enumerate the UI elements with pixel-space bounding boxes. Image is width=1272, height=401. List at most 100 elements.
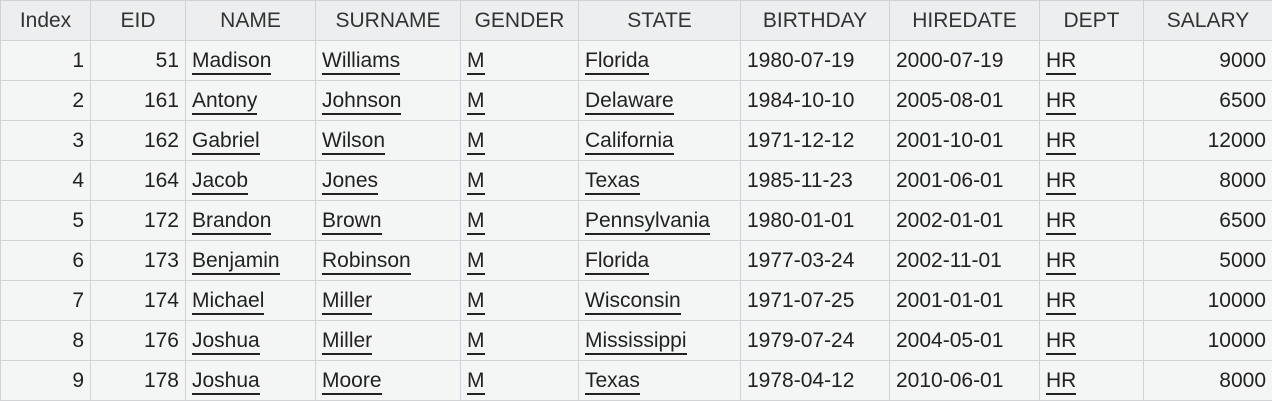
cell-surname[interactable]: Brown <box>316 201 461 241</box>
cell-index[interactable]: 8 <box>1 321 91 361</box>
cell-index[interactable]: 5 <box>1 201 91 241</box>
cell-gender-link[interactable]: M <box>467 209 485 235</box>
cell-gender-link[interactable]: M <box>467 249 485 275</box>
cell-state[interactable]: Delaware <box>579 81 741 121</box>
cell-dept[interactable]: HR <box>1040 81 1144 121</box>
cell-hiredate[interactable]: 2010-06-01 <box>890 361 1040 401</box>
cell-state-link[interactable]: Mississippi <box>585 329 687 355</box>
cell-gender-link[interactable]: M <box>467 289 485 315</box>
cell-eid[interactable]: 176 <box>91 321 186 361</box>
cell-name[interactable]: Antony <box>186 81 316 121</box>
cell-salary[interactable]: 6500 <box>1144 81 1272 121</box>
cell-eid[interactable]: 172 <box>91 201 186 241</box>
cell-hiredate[interactable]: 2002-11-01 <box>890 241 1040 281</box>
cell-dept[interactable]: HR <box>1040 41 1144 81</box>
cell-name-link[interactable]: Michael <box>192 289 264 315</box>
cell-state-link[interactable]: Wisconsin <box>585 289 681 315</box>
cell-state-link[interactable]: Florida <box>585 49 649 75</box>
cell-name[interactable]: Joshua <box>186 321 316 361</box>
cell-surname-link[interactable]: Wilson <box>322 129 385 155</box>
cell-hiredate[interactable]: 2002-01-01 <box>890 201 1040 241</box>
cell-surname[interactable]: Jones <box>316 161 461 201</box>
cell-dept[interactable]: HR <box>1040 361 1144 401</box>
cell-state[interactable]: Mississippi <box>579 321 741 361</box>
cell-state-link[interactable]: Texas <box>585 169 640 195</box>
column-header-salary[interactable]: SALARY <box>1144 1 1272 41</box>
cell-hiredate[interactable]: 2001-10-01 <box>890 121 1040 161</box>
cell-salary[interactable]: 12000 <box>1144 121 1272 161</box>
cell-gender[interactable]: M <box>461 361 579 401</box>
cell-dept-link[interactable]: HR <box>1046 209 1076 235</box>
cell-state[interactable]: California <box>579 121 741 161</box>
cell-surname-link[interactable]: Miller <box>322 289 372 315</box>
cell-eid[interactable]: 173 <box>91 241 186 281</box>
cell-birthday[interactable]: 1984-10-10 <box>741 81 890 121</box>
cell-surname-link[interactable]: Moore <box>322 369 382 395</box>
cell-eid[interactable]: 51 <box>91 41 186 81</box>
cell-birthday[interactable]: 1977-03-24 <box>741 241 890 281</box>
cell-surname-link[interactable]: Williams <box>322 49 400 75</box>
cell-dept-link[interactable]: HR <box>1046 89 1076 115</box>
cell-surname[interactable]: Robinson <box>316 241 461 281</box>
cell-name-link[interactable]: Jacob <box>192 169 248 195</box>
cell-index[interactable]: 4 <box>1 161 91 201</box>
cell-surname[interactable]: Wilson <box>316 121 461 161</box>
cell-state[interactable]: Florida <box>579 241 741 281</box>
cell-index[interactable]: 9 <box>1 361 91 401</box>
cell-gender-link[interactable]: M <box>467 329 485 355</box>
cell-state-link[interactable]: Delaware <box>585 89 674 115</box>
cell-index[interactable]: 2 <box>1 81 91 121</box>
cell-surname[interactable]: Miller <box>316 321 461 361</box>
column-header-index[interactable]: Index <box>1 1 91 41</box>
cell-name-link[interactable]: Joshua <box>192 369 260 395</box>
cell-birthday[interactable]: 1980-01-01 <box>741 201 890 241</box>
cell-surname-link[interactable]: Robinson <box>322 249 411 275</box>
column-header-name[interactable]: NAME <box>186 1 316 41</box>
cell-gender[interactable]: M <box>461 321 579 361</box>
cell-state-link[interactable]: Florida <box>585 249 649 275</box>
cell-dept[interactable]: HR <box>1040 121 1144 161</box>
cell-name-link[interactable]: Madison <box>192 49 271 75</box>
cell-salary[interactable]: 10000 <box>1144 281 1272 321</box>
cell-birthday[interactable]: 1971-12-12 <box>741 121 890 161</box>
cell-state[interactable]: Pennsylvania <box>579 201 741 241</box>
cell-birthday[interactable]: 1985-11-23 <box>741 161 890 201</box>
cell-gender-link[interactable]: M <box>467 49 485 75</box>
cell-state[interactable]: Texas <box>579 161 741 201</box>
cell-salary[interactable]: 6500 <box>1144 201 1272 241</box>
column-header-eid[interactable]: EID <box>91 1 186 41</box>
cell-gender[interactable]: M <box>461 121 579 161</box>
cell-name[interactable]: Benjamin <box>186 241 316 281</box>
cell-gender[interactable]: M <box>461 281 579 321</box>
cell-dept[interactable]: HR <box>1040 241 1144 281</box>
cell-gender[interactable]: M <box>461 201 579 241</box>
cell-birthday[interactable]: 1971-07-25 <box>741 281 890 321</box>
cell-surname-link[interactable]: Miller <box>322 329 372 355</box>
cell-surname[interactable]: Miller <box>316 281 461 321</box>
cell-index[interactable]: 7 <box>1 281 91 321</box>
cell-birthday[interactable]: 1979-07-24 <box>741 321 890 361</box>
cell-dept[interactable]: HR <box>1040 161 1144 201</box>
cell-name-link[interactable]: Benjamin <box>192 249 280 275</box>
cell-surname[interactable]: Williams <box>316 41 461 81</box>
cell-name[interactable]: Brandon <box>186 201 316 241</box>
cell-birthday[interactable]: 1980-07-19 <box>741 41 890 81</box>
cell-eid[interactable]: 174 <box>91 281 186 321</box>
cell-surname[interactable]: Johnson <box>316 81 461 121</box>
cell-name-link[interactable]: Joshua <box>192 329 260 355</box>
cell-gender[interactable]: M <box>461 161 579 201</box>
cell-eid[interactable]: 161 <box>91 81 186 121</box>
cell-name[interactable]: Joshua <box>186 361 316 401</box>
cell-name-link[interactable]: Antony <box>192 89 257 115</box>
column-header-state[interactable]: STATE <box>579 1 741 41</box>
cell-birthday[interactable]: 1978-04-12 <box>741 361 890 401</box>
cell-surname-link[interactable]: Brown <box>322 209 382 235</box>
cell-name[interactable]: Gabriel <box>186 121 316 161</box>
cell-salary[interactable]: 9000 <box>1144 41 1272 81</box>
